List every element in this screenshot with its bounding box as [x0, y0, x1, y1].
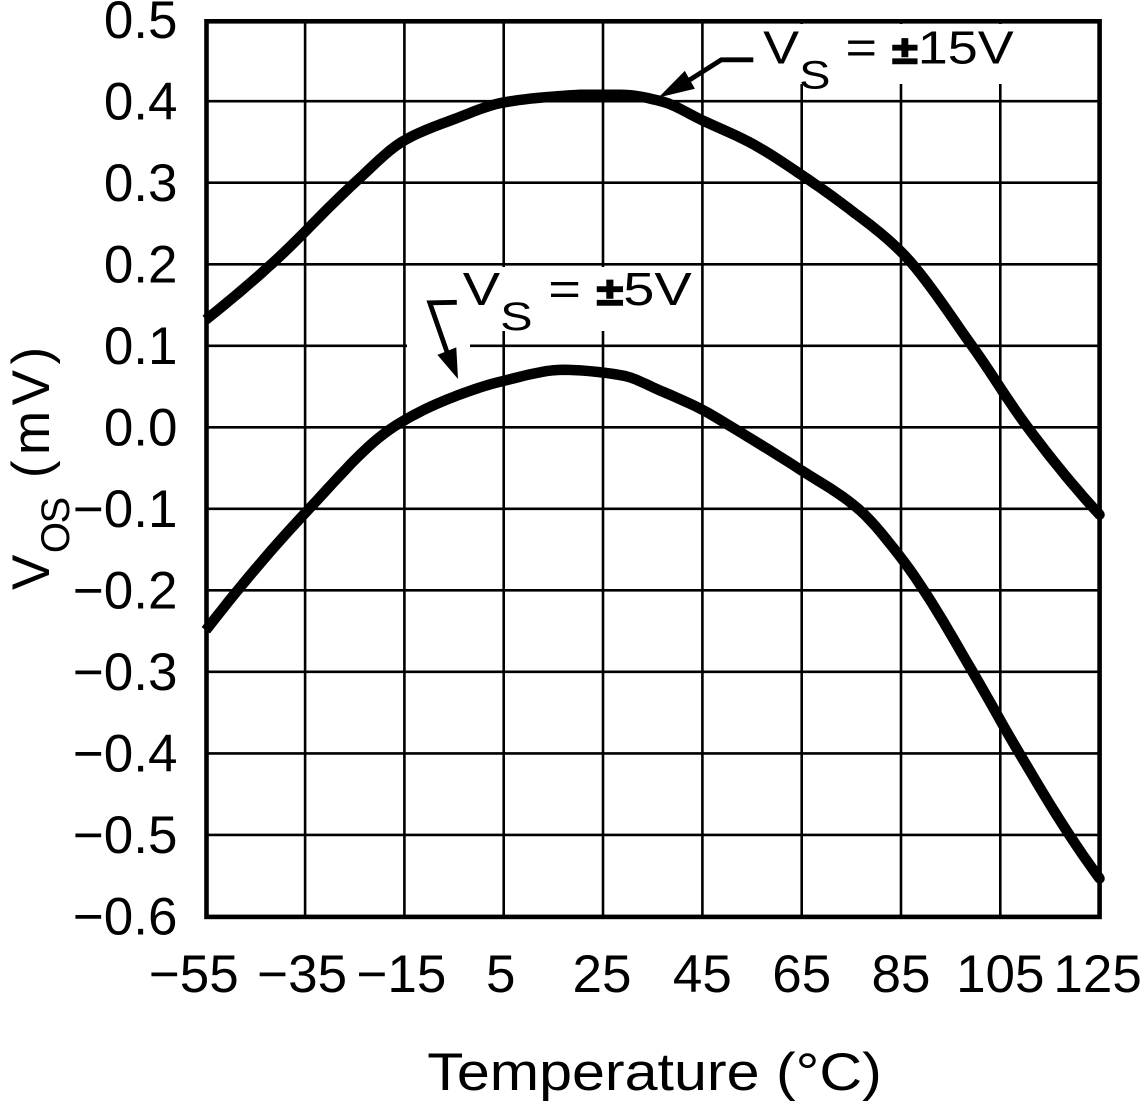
svg-text:105: 105	[956, 945, 1044, 1004]
svg-text:25: 25	[573, 945, 632, 1004]
svg-text:−35: −35	[257, 945, 347, 1004]
svg-text:−0.1: −0.1	[73, 480, 178, 539]
svg-text:−0.5: −0.5	[73, 806, 178, 865]
svg-text:0.5: 0.5	[104, 0, 178, 50]
svg-text:−55: −55	[149, 945, 239, 1004]
svg-text:−15: −15	[356, 945, 446, 1004]
svg-text:Temperature (°C): Temperature (°C)	[427, 1043, 882, 1102]
svg-text:0.3: 0.3	[104, 154, 178, 213]
svg-text:65: 65	[772, 945, 831, 1004]
svg-text:45: 45	[673, 945, 732, 1004]
svg-text:0.0: 0.0	[104, 399, 178, 458]
svg-text:125: 125	[1053, 945, 1141, 1004]
svg-text:−0.3: −0.3	[73, 643, 178, 702]
svg-text:85: 85	[872, 945, 931, 1004]
svg-text:5: 5	[486, 945, 515, 1004]
svg-text:−0.4: −0.4	[73, 725, 178, 784]
svg-text:0.4: 0.4	[104, 72, 178, 131]
svg-text:−0.2: −0.2	[73, 562, 178, 621]
svg-text:−0.6: −0.6	[73, 888, 178, 947]
svg-text:0.2: 0.2	[104, 236, 178, 295]
svg-text:0.1: 0.1	[104, 317, 178, 376]
